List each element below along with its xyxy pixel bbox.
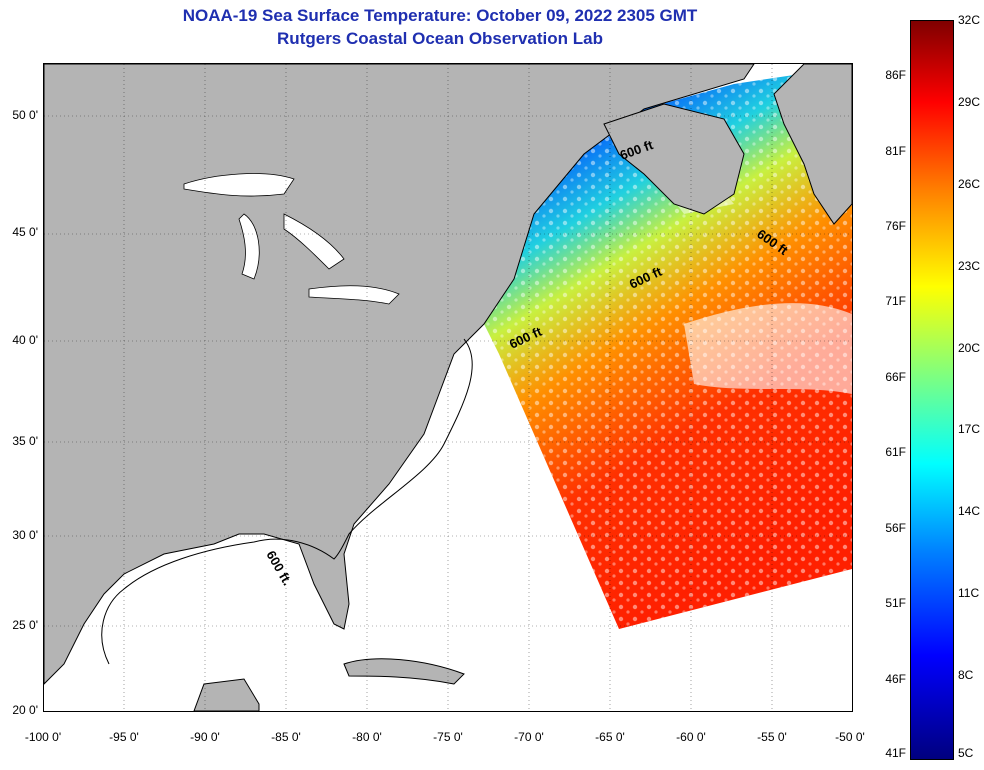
lon-tick-label: -80 0' <box>352 730 382 744</box>
colorbar-c-label: 11C <box>958 586 980 600</box>
colorbar-f-label: 86F <box>885 68 906 82</box>
lon-tick-label: -70 0' <box>514 730 544 744</box>
colorbar-c-label: 17C <box>958 422 981 436</box>
colorbar-f-label: 41F <box>885 746 906 760</box>
sst-map-canvas: 600 ft 600 ft 600 ft 600 ft 600 ft. <box>44 64 852 711</box>
lon-tick-label: -65 0' <box>595 730 625 744</box>
map-title: NOAA-19 Sea Surface Temperature: October… <box>182 6 698 25</box>
map-subtitle: Rutgers Coastal Ocean Observation Lab <box>277 29 603 48</box>
colorbar-c-label: 23C <box>958 259 981 273</box>
colorbar-c-label: 29C <box>958 95 981 109</box>
colorbar-f-label: 46F <box>885 672 906 686</box>
colorbar-f-label: 71F <box>885 294 906 308</box>
colorbar-c-label: 14C <box>958 504 981 518</box>
colorbar-c-label: 32C <box>958 13 981 27</box>
temperature-colorbar <box>910 20 954 760</box>
lat-tick-label: 25 0' <box>12 618 38 632</box>
lat-tick-label: 50 0' <box>12 108 38 122</box>
colorbar-f-label: 81F <box>885 144 906 158</box>
lat-tick-label: 40 0' <box>12 333 38 347</box>
sst-map: 600 ft 600 ft 600 ft 600 ft 600 ft. <box>43 63 853 712</box>
colorbar-f-label: 76F <box>885 219 906 233</box>
colorbar-c-label: 8C <box>958 668 974 682</box>
colorbar-c-label: 20C <box>958 341 981 355</box>
lon-tick-label: -50 0' <box>835 730 865 744</box>
lon-tick-label: -75 0' <box>433 730 463 744</box>
colorbar-f-label: 51F <box>885 596 906 610</box>
lat-tick-label: 45 0' <box>12 225 38 239</box>
depth-contour-600ft <box>101 338 473 665</box>
lon-tick-label: -55 0' <box>757 730 787 744</box>
graticule <box>44 64 852 711</box>
colorbar-c-label: 5C <box>958 746 974 760</box>
colorbar-f-label: 66F <box>885 370 906 384</box>
land-masses <box>44 64 852 711</box>
colorbar-f-label: 56F <box>885 521 906 535</box>
colorbar-c-label: 26C <box>958 177 981 191</box>
lon-tick-label: -85 0' <box>271 730 301 744</box>
lat-tick-label: 35 0' <box>12 434 38 448</box>
contour-label: 600 ft. <box>263 548 295 588</box>
lon-tick-label: -100 0' <box>24 730 62 744</box>
lon-tick-label: -95 0' <box>109 730 139 744</box>
lon-tick-label: -90 0' <box>190 730 220 744</box>
colorbar-f-label: 61F <box>885 445 906 459</box>
lat-tick-label: 30 0' <box>12 528 38 542</box>
lon-tick-label: -60 0' <box>676 730 706 744</box>
lat-tick-label: 20 0' <box>12 703 38 717</box>
